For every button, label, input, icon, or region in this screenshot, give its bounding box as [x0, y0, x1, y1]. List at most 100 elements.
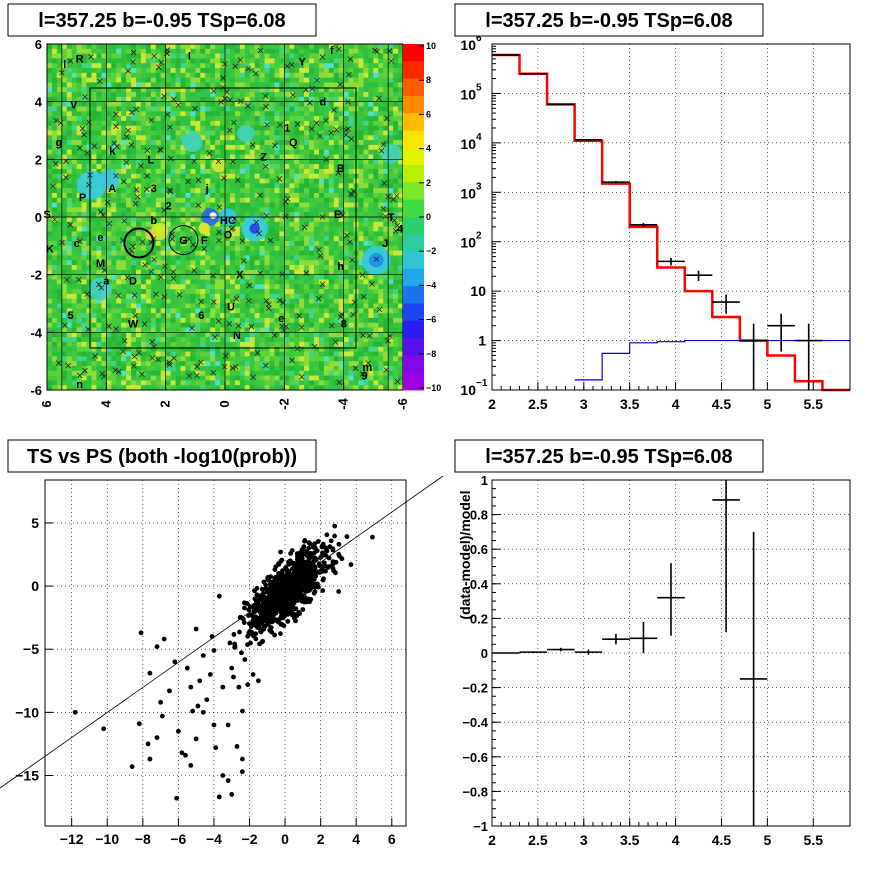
heatmap-cell: [140, 173, 147, 179]
heatmap-cell: [145, 212, 152, 218]
heatmap-cell: [358, 130, 364, 136]
heatmap-cell: [76, 212, 82, 218]
heatmap-cell: [56, 125, 63, 131]
heatmap-cell: [348, 144, 354, 151]
heatmap-cell: [170, 370, 176, 376]
heatmap-cell: [289, 197, 295, 203]
heatmap-cell: [155, 154, 162, 160]
heatmap-cell: [274, 111, 280, 117]
heatmap-cell: [205, 173, 211, 179]
heatmap-cell: [47, 284, 53, 290]
heatmap-cell: [279, 168, 285, 175]
heatmap-cell: [140, 202, 147, 208]
heatmap-cell: [343, 125, 349, 131]
heatmap-cell: [269, 44, 275, 50]
heatmap-cell: [318, 212, 325, 218]
heatmap-cell: [234, 48, 241, 54]
heatmap-cell: [249, 120, 255, 126]
heatmap-cell: [323, 207, 330, 213]
heatmap-cell: [249, 72, 255, 78]
heatmap-cell: [96, 130, 102, 136]
heatmap-cell: [229, 58, 236, 64]
heatmap-cell: [294, 293, 300, 299]
heatmap-cell: [239, 178, 246, 184]
heatmap-cell: [155, 298, 162, 304]
heatmap-cell: [338, 140, 344, 146]
heatmap-cell: [378, 241, 384, 247]
heatmap-cell: [220, 298, 226, 304]
heatmap-cell: [318, 140, 325, 146]
heatmap-cell: [229, 255, 236, 261]
heatmap-cell: [269, 87, 275, 93]
heatmap-cell: [101, 159, 107, 165]
heatmap-cell: [61, 269, 68, 275]
heatmap-cell: [51, 255, 58, 261]
heatmap-cell: [353, 68, 359, 74]
heatmap-cell: [140, 298, 147, 304]
heatmap-cell: [175, 48, 181, 54]
heatmap-cell: [239, 101, 246, 107]
heatmap-cell: [51, 313, 58, 319]
heatmap-cell: [47, 68, 53, 74]
heatmap-cell: [71, 380, 77, 386]
heatmap-cell: [358, 269, 364, 275]
heatmap-cell: [190, 159, 196, 165]
heatmap-cell: [140, 212, 147, 218]
heatmap-cell: [284, 92, 290, 98]
heatmap-cell: [378, 111, 384, 117]
heatmap-cell: [101, 221, 107, 227]
heatmap-cell: [363, 346, 369, 352]
heatmap-cell: [111, 212, 117, 218]
heatmap-cell: [225, 120, 231, 126]
heatmap-cell: [47, 341, 53, 348]
heatmap-cell: [333, 274, 340, 280]
heatmap-cell: [274, 82, 280, 88]
heatmap-cell: [274, 365, 280, 372]
heatmap-cell: [56, 341, 63, 348]
heatmap-cell: [106, 322, 112, 328]
heatmap-cell: [190, 231, 196, 237]
heatmap-cell: [269, 279, 275, 285]
heatmap-cell: [328, 149, 335, 155]
heatmap-cell: [116, 63, 122, 69]
heatmap-cell: [358, 217, 364, 223]
heatmap-cell: [358, 255, 364, 261]
heatmap-cell: [121, 313, 127, 319]
heatmap-cell: [289, 111, 295, 117]
heatmap-cell: [76, 120, 82, 126]
heatmap-cell: [289, 48, 295, 54]
heatmap-cell: [66, 149, 73, 155]
heatmap-cell: [145, 284, 152, 290]
heatmap-cell: [116, 125, 122, 131]
heatmap-cell: [160, 144, 166, 151]
heatmap-cell: [126, 192, 132, 199]
heatmap-cell: [338, 341, 344, 348]
heatmap-cell: [210, 44, 216, 50]
heatmap-cell: [358, 236, 364, 242]
heatmap-cell: [358, 164, 364, 170]
heatmap-cell: [121, 380, 127, 386]
heatmap-cell: [66, 327, 73, 333]
heatmap-cell: [234, 159, 241, 165]
heatmap-cell: [165, 101, 171, 107]
heatmap-cell: [294, 82, 300, 88]
heatmap-cell: [220, 183, 226, 189]
heatmap-cell: [136, 385, 142, 391]
heatmap-cell: [190, 337, 196, 343]
heatmap-cell: [140, 236, 147, 242]
heatmap-cell: [314, 183, 320, 189]
heatmap-cell: [378, 289, 384, 295]
heatmap-cell: [279, 48, 285, 54]
heatmap-cell: [47, 140, 53, 146]
heatmap-cell: [225, 63, 231, 69]
heatmap-cell: [229, 53, 236, 59]
heatmap-cell: [175, 274, 181, 280]
heatmap-cell: [239, 140, 246, 146]
heatmap-cell: [383, 279, 389, 285]
heatmap-cell: [175, 322, 181, 328]
heatmap-cell: [47, 159, 53, 165]
heatmap-cell: [170, 159, 176, 165]
heatmap-cell: [358, 173, 364, 179]
heatmap-cell: [96, 346, 102, 352]
heatmap-cell: [136, 48, 142, 54]
